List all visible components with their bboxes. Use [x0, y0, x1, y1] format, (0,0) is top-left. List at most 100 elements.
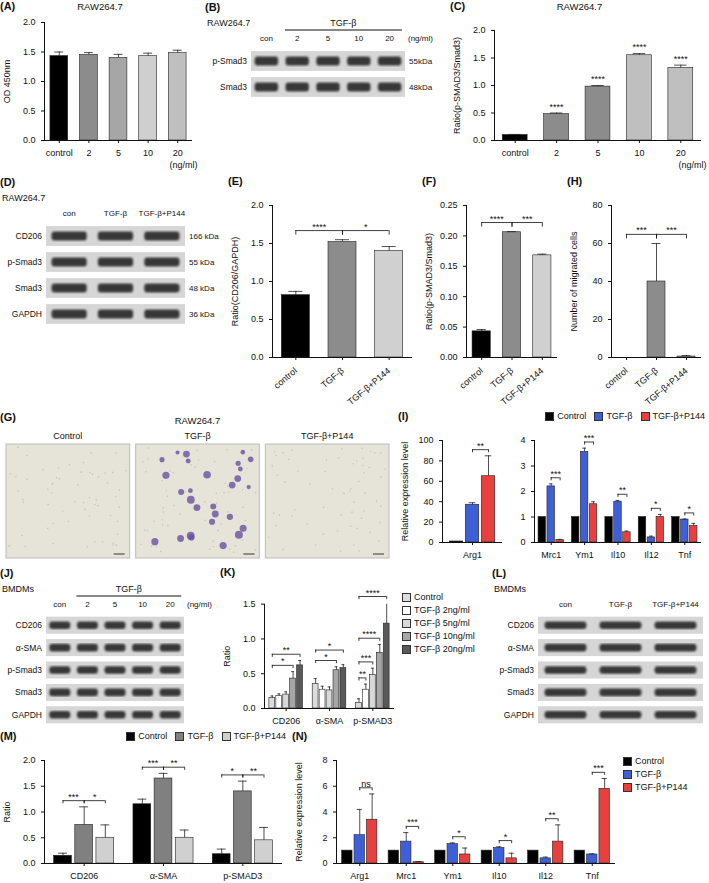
svg-text:Smad3: Smad3 — [507, 687, 534, 697]
svg-text:2: 2 — [322, 833, 327, 843]
svg-text:RAW264.7: RAW264.7 — [175, 415, 221, 426]
svg-text:0.5: 0.5 — [23, 106, 36, 116]
svg-text:0.00: 0.00 — [440, 352, 458, 362]
svg-text:CD206: CD206 — [16, 620, 43, 630]
svg-text:4: 4 — [520, 435, 525, 445]
svg-text:Ratio(p-SMAD3/Smad3): Ratio(p-SMAD3/Smad3) — [452, 37, 462, 134]
svg-text:Smad3: Smad3 — [15, 283, 42, 293]
svg-text:100: 100 — [418, 435, 433, 445]
svg-text:Smad3: Smad3 — [220, 82, 247, 92]
svg-text:control: control — [46, 148, 73, 158]
svg-text:TGF-β: TGF-β — [104, 209, 128, 218]
svg-text:(J): (J) — [0, 567, 14, 579]
svg-text:20: 20 — [592, 314, 602, 324]
svg-text:(D): (D) — [0, 176, 16, 188]
svg-text:0.25: 0.25 — [440, 200, 458, 210]
svg-text:10: 10 — [143, 148, 153, 158]
svg-text:p-Smad3: p-Smad3 — [213, 56, 248, 66]
svg-text:TGF-β: TGF-β — [633, 366, 659, 390]
svg-text:***: *** — [361, 653, 372, 663]
svg-text:48 kDa: 48 kDa — [189, 284, 215, 293]
svg-text:2: 2 — [520, 486, 525, 496]
svg-text:1.0: 1.0 — [243, 634, 256, 644]
svg-text:1.5: 1.5 — [23, 781, 36, 791]
svg-text:Ratio: Ratio — [2, 801, 12, 822]
svg-text:**: ** — [548, 810, 556, 820]
svg-text:0: 0 — [520, 537, 525, 547]
svg-text:BMDMs: BMDMs — [2, 584, 34, 594]
svg-text:*: * — [364, 222, 368, 232]
svg-text:(B): (B) — [205, 1, 221, 13]
svg-text:2: 2 — [295, 34, 300, 43]
svg-text:**: ** — [619, 485, 627, 495]
svg-text:control: control — [272, 366, 299, 391]
svg-text:control: control — [502, 148, 529, 158]
svg-text:*: * — [281, 656, 285, 666]
svg-text:control: control — [458, 366, 485, 391]
svg-text:0.5: 0.5 — [243, 669, 256, 679]
svg-text:40: 40 — [592, 276, 602, 286]
svg-text:2.0: 2.0 — [23, 17, 36, 27]
svg-text:Ym1: Ym1 — [443, 871, 462, 881]
svg-text:0: 0 — [597, 352, 602, 362]
svg-text:1.5: 1.5 — [243, 599, 256, 609]
svg-text:GAPDH: GAPDH — [12, 710, 42, 720]
svg-text:*: * — [230, 766, 234, 776]
svg-text:0.0: 0.0 — [473, 135, 486, 145]
svg-text:20: 20 — [166, 600, 175, 609]
svg-text:**: ** — [359, 669, 367, 679]
svg-text:1.5: 1.5 — [473, 53, 486, 63]
svg-text:Il12: Il12 — [644, 550, 659, 560]
svg-text:Il10: Il10 — [492, 871, 507, 881]
svg-text:0.0: 0.0 — [23, 135, 36, 145]
svg-text:Ratio(p-SMAD3/Smad3): Ratio(p-SMAD3/Smad3) — [424, 233, 434, 330]
svg-text:TGF-β+P144: TGF-β+P144 — [139, 209, 186, 218]
svg-text:CD206: CD206 — [70, 871, 98, 881]
svg-text:1.0: 1.0 — [23, 76, 36, 86]
svg-text:***: *** — [68, 792, 79, 802]
svg-text:CD206: CD206 — [272, 716, 300, 726]
svg-text:ns: ns — [361, 779, 371, 789]
svg-text:**: ** — [283, 645, 291, 655]
svg-text:2: 2 — [85, 600, 90, 609]
svg-text:(ng/ml): (ng/ml) — [169, 160, 197, 170]
svg-text:*: * — [504, 832, 508, 842]
svg-text:Mrc1: Mrc1 — [396, 871, 416, 881]
svg-text:***: *** — [550, 469, 561, 479]
svg-text:*: * — [457, 828, 461, 838]
svg-text:Ym1: Ym1 — [575, 550, 594, 560]
svg-text:55kDa: 55kDa — [409, 57, 433, 66]
svg-text:2: 2 — [86, 148, 91, 158]
svg-text:166 kDa: 166 kDa — [189, 232, 219, 241]
svg-text:40: 40 — [423, 497, 433, 507]
svg-text:6: 6 — [322, 781, 327, 791]
svg-text:2.0: 2.0 — [23, 755, 36, 765]
svg-text:p-Smad3: p-Smad3 — [8, 257, 43, 267]
svg-text:1.0: 1.0 — [473, 80, 486, 90]
svg-text:10: 10 — [138, 600, 147, 609]
svg-text:20: 20 — [676, 148, 686, 158]
svg-text:*: * — [328, 641, 332, 651]
svg-text:TGF-β: TGF-β — [184, 431, 210, 441]
svg-text:***: *** — [666, 225, 677, 235]
svg-text:5: 5 — [326, 34, 331, 43]
svg-text:*: * — [687, 504, 691, 514]
svg-text:con: con — [53, 600, 66, 609]
svg-text:TGF-β+P144: TGF-β+P144 — [499, 366, 546, 407]
svg-text:Il10: Il10 — [611, 550, 626, 560]
svg-text:Tnf: Tnf — [586, 871, 600, 881]
svg-text:GAPDH: GAPDH — [504, 710, 534, 720]
svg-text:p-SMAD3: p-SMAD3 — [353, 716, 392, 726]
svg-text:80: 80 — [592, 200, 602, 210]
svg-text:***: *** — [407, 817, 418, 827]
svg-text:TGF-β+P144: TGF-β+P144 — [301, 431, 353, 441]
svg-text:0.5: 0.5 — [23, 833, 36, 843]
svg-text:20: 20 — [173, 148, 183, 158]
svg-text:TGF-β: TGF-β — [489, 366, 515, 390]
svg-text:0.15: 0.15 — [440, 261, 458, 271]
svg-text:Relative expression level: Relative expression level — [294, 762, 304, 862]
svg-text:Tnf: Tnf — [678, 550, 692, 560]
svg-text:(ng/ml): (ng/ml) — [408, 34, 433, 43]
svg-text:(G): (G) — [0, 411, 16, 423]
svg-text:(ng/ml): (ng/ml) — [187, 600, 212, 609]
